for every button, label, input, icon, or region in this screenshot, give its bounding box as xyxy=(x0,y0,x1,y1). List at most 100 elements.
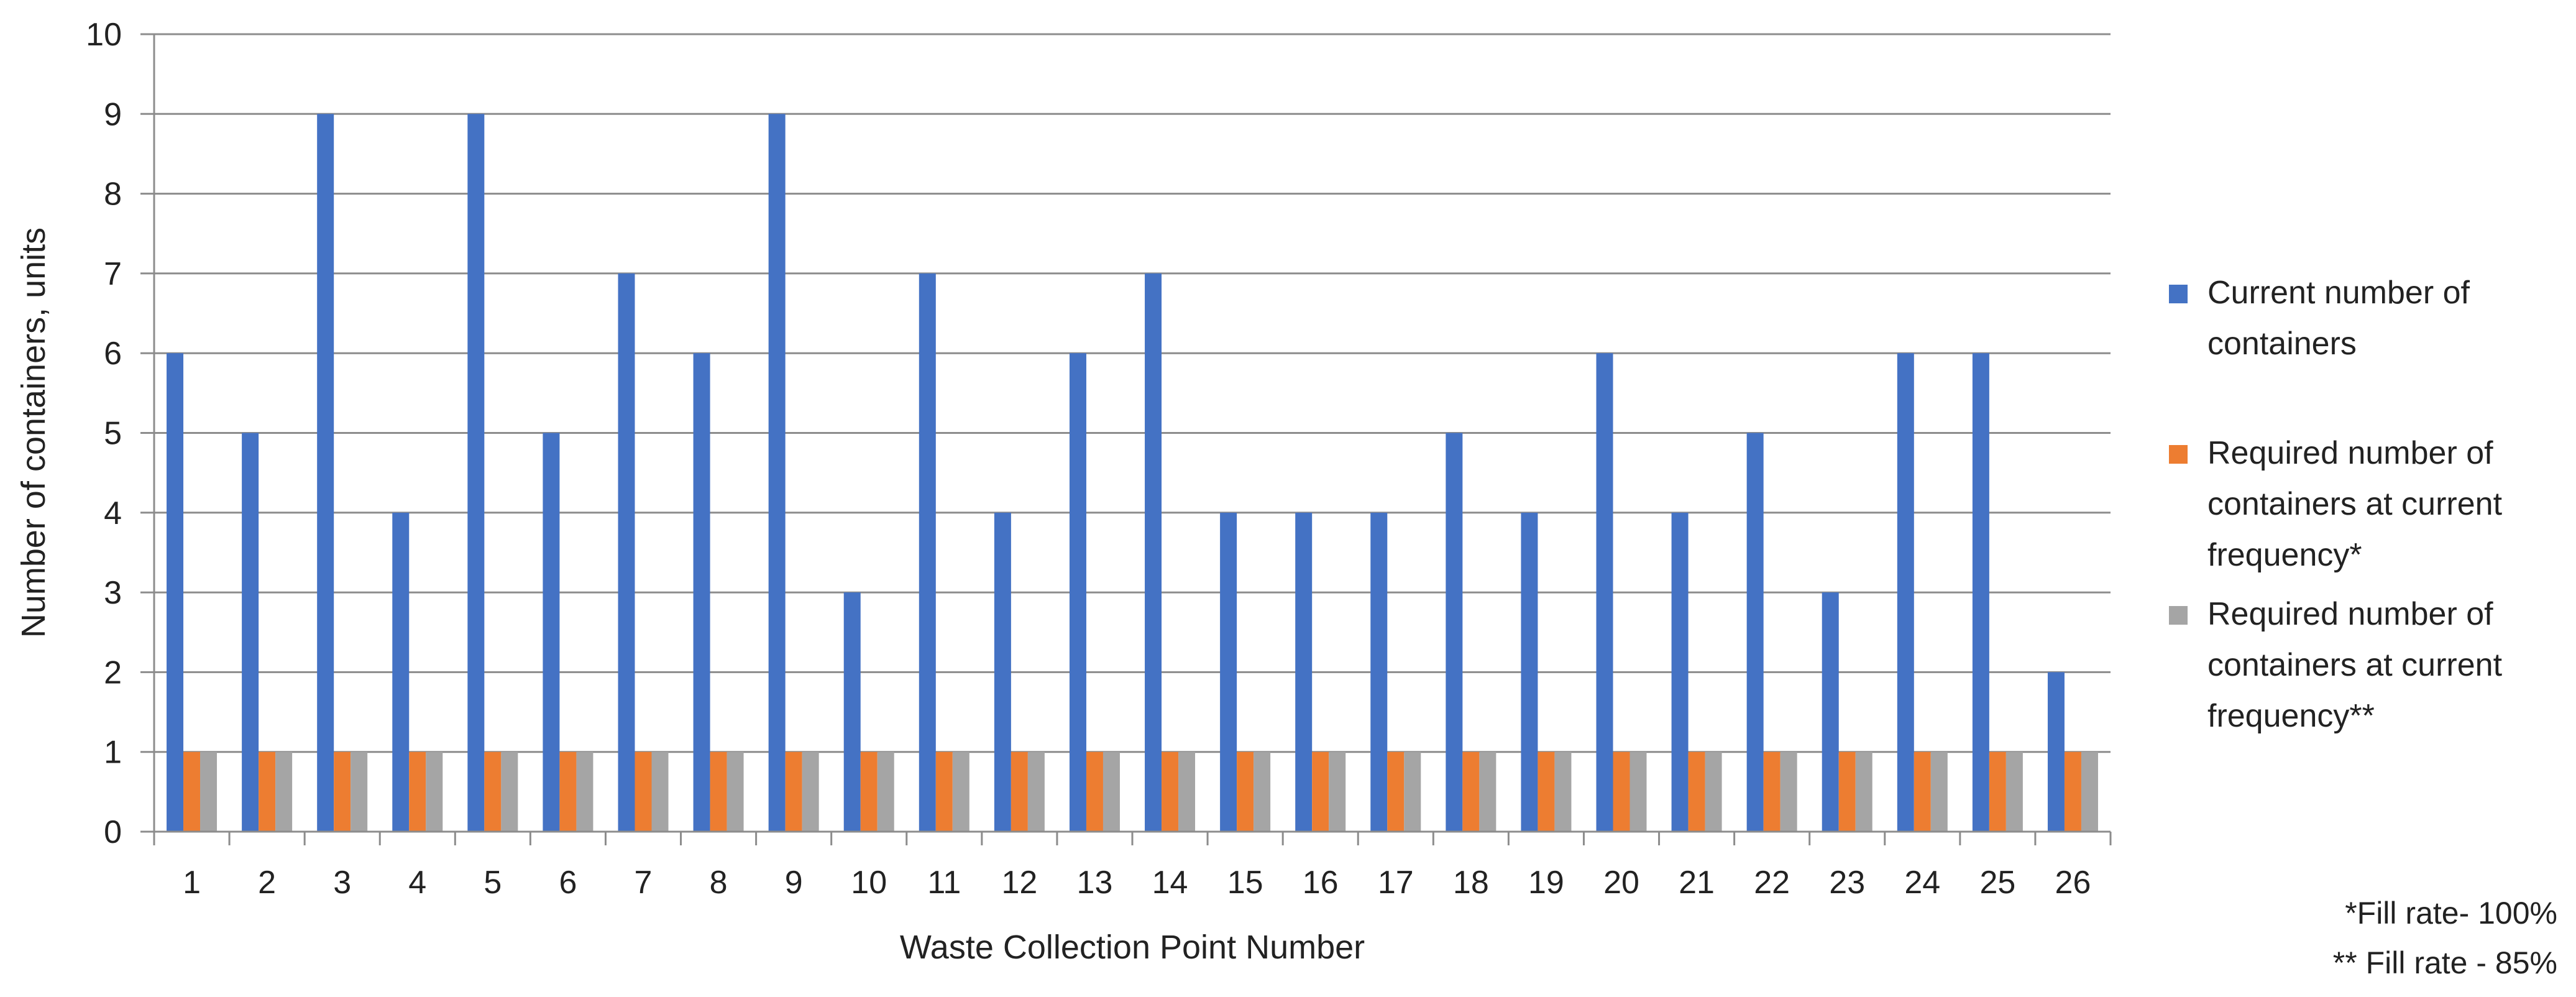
y-tick-label: 3 xyxy=(104,575,122,611)
bar xyxy=(2005,751,2023,832)
axis-labels: Waste Collection Point Number Number of … xyxy=(15,227,1365,966)
bar xyxy=(1554,751,1572,832)
bar xyxy=(1972,353,1989,832)
bar xyxy=(635,751,652,832)
bar xyxy=(1763,751,1781,832)
bar xyxy=(1855,751,1872,832)
x-tick-label: 18 xyxy=(1453,865,1489,901)
x-tick-label: 5 xyxy=(484,865,502,901)
x-tick-label: 23 xyxy=(1829,865,1865,901)
bar xyxy=(543,433,560,832)
y-tick-label: 8 xyxy=(104,177,122,213)
footnote-fill-rate-85: ** Fill rate - 85% xyxy=(2332,945,2557,980)
legend-swatch-required-100 xyxy=(2169,445,2188,464)
x-tick-label: 3 xyxy=(333,865,351,901)
bar xyxy=(1538,751,1555,832)
bar xyxy=(1989,751,2006,832)
x-tick-label: 2 xyxy=(258,865,276,901)
bar xyxy=(693,353,710,832)
bar xyxy=(1746,433,1764,832)
x-tick-label: 12 xyxy=(1001,865,1037,901)
x-tick-label: 25 xyxy=(1979,865,2015,901)
bar xyxy=(1780,751,1797,832)
bar xyxy=(392,512,410,832)
bar xyxy=(1102,751,1120,832)
y-tick-label: 4 xyxy=(104,495,122,531)
bar xyxy=(559,751,577,832)
bar xyxy=(1237,751,1254,832)
x-tick-label: 24 xyxy=(1904,865,1940,901)
y-tick-label: 7 xyxy=(104,256,122,292)
bar xyxy=(1838,751,1856,832)
legend-label-required-85: Required number of containers at current… xyxy=(2207,596,2503,734)
bar xyxy=(1521,512,1538,832)
bar xyxy=(710,751,727,832)
x-tick-label: 20 xyxy=(1603,865,1639,901)
legend-swatch-current xyxy=(2169,285,2188,303)
bar xyxy=(259,751,276,832)
y-tick-label: 1 xyxy=(104,735,122,771)
x-tick-label: 26 xyxy=(2055,865,2091,901)
bar xyxy=(1671,512,1689,832)
x-tick-label: 16 xyxy=(1303,865,1339,901)
legend-label-current: Current number of containers xyxy=(2207,275,2470,362)
bar xyxy=(1613,751,1630,832)
bar xyxy=(785,751,802,832)
bar xyxy=(1446,433,1463,832)
bar xyxy=(618,273,635,832)
x-tick-label: 8 xyxy=(710,865,728,901)
legend-label-required-100: Required number of containers at current… xyxy=(2207,435,2503,573)
x-tick-label: 11 xyxy=(927,865,961,901)
y-tick-label: 2 xyxy=(104,655,122,691)
y-tick-label: 6 xyxy=(104,336,122,372)
x-tick-label: 14 xyxy=(1152,865,1188,901)
bar xyxy=(1688,751,1705,832)
bar xyxy=(2081,751,2098,832)
bar xyxy=(1370,512,1388,832)
bar xyxy=(1930,751,1948,832)
bar xyxy=(727,751,744,832)
bar xyxy=(467,114,485,832)
gridlines xyxy=(154,33,2111,753)
y-tick-label: 5 xyxy=(104,416,122,452)
bar xyxy=(409,751,426,832)
x-tick-label: 10 xyxy=(851,865,887,901)
bar xyxy=(1027,751,1045,832)
x-tick-label: 4 xyxy=(408,865,426,901)
footnote-fill-rate-100: *Fill rate- 100% xyxy=(2345,896,2557,930)
bar xyxy=(843,592,861,832)
bar xyxy=(334,751,351,832)
bar xyxy=(1479,751,1497,832)
bar xyxy=(1069,353,1086,832)
x-tick-label: 21 xyxy=(1679,865,1715,901)
bar xyxy=(1254,751,1271,832)
bar xyxy=(1404,751,1421,832)
bar xyxy=(1086,751,1103,832)
bar xyxy=(1897,353,1914,832)
bar xyxy=(802,751,819,832)
x-tick-label: 1 xyxy=(183,865,201,901)
bar xyxy=(1705,751,1722,832)
bar xyxy=(275,751,293,832)
x-tick-label: 17 xyxy=(1378,865,1414,901)
bar xyxy=(200,751,218,832)
bar xyxy=(351,751,368,832)
legend-swatch-required-85 xyxy=(2169,606,2188,625)
bar xyxy=(183,751,201,832)
bar xyxy=(768,114,786,832)
bar xyxy=(426,751,443,832)
bar xyxy=(1011,751,1028,832)
bar xyxy=(919,273,936,832)
bar xyxy=(651,751,669,832)
x-tick-label: 15 xyxy=(1227,865,1263,901)
x-tick-label: 19 xyxy=(1528,865,1564,901)
bar xyxy=(1295,512,1313,832)
bar xyxy=(484,751,502,832)
bar xyxy=(242,433,259,832)
bars xyxy=(167,114,2098,832)
bar xyxy=(1329,751,1346,832)
y-tick-label: 10 xyxy=(86,17,122,53)
y-tick-label: 0 xyxy=(104,814,122,850)
